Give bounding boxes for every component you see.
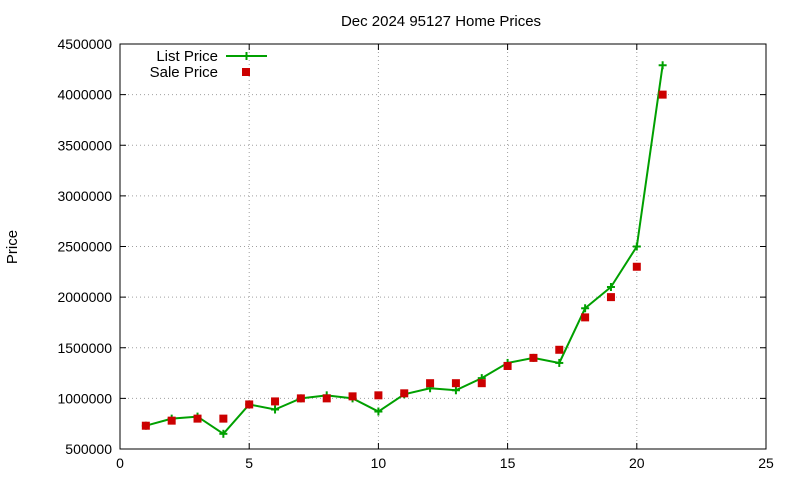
y-tick-label: 4000000 (57, 87, 112, 103)
sale-price-point (348, 392, 357, 401)
list-price-point (606, 283, 615, 291)
y-tick-label: 4500000 (57, 36, 112, 52)
sale-price-point (322, 394, 331, 403)
sale-price-point (374, 391, 383, 400)
sale-price-point (400, 389, 409, 398)
sale-price-point (426, 379, 435, 388)
list-price-point (555, 358, 564, 367)
list-price-point (451, 386, 460, 395)
sale-price-point (606, 293, 615, 302)
y-tick-label: 1000000 (57, 390, 112, 406)
x-tick-label: 10 (371, 455, 387, 471)
x-tick-label: 25 (758, 455, 774, 471)
legend-swatch-square (242, 68, 250, 76)
list-price-point (374, 407, 383, 416)
sale-price-point (193, 414, 202, 423)
y-tick-label: 2000000 (57, 289, 112, 305)
sale-price-point (167, 416, 176, 425)
sale-price-point (141, 421, 150, 430)
sale-price-point (529, 353, 538, 362)
sale-price-point (296, 394, 305, 403)
sale-price-point (581, 313, 590, 322)
y-tick-label: 500000 (65, 441, 112, 457)
legend-swatch-plus (242, 52, 251, 60)
y-tick-label: 1500000 (57, 340, 112, 356)
x-tick-label: 0 (116, 455, 124, 471)
sale-price-point (271, 397, 280, 406)
series-layer (141, 61, 667, 438)
x-tick-label: 15 (500, 455, 516, 471)
legend-label: Sale Price (150, 64, 218, 81)
sale-price-point (245, 400, 254, 409)
axes: 0 5 10 15 20 25 500000 1000000 1500000 2000000 250… (57, 36, 774, 471)
list-price-point (581, 304, 590, 313)
sale-price-point (632, 262, 641, 271)
list-price-point (271, 405, 280, 414)
sale-price-point (658, 90, 667, 99)
sale-price-point (503, 361, 512, 370)
list-price-point (219, 429, 228, 438)
legend-label: List Price (156, 48, 218, 65)
y-tick-label: 3000000 (57, 188, 112, 204)
chart-title: Dec 2024 95127 Home Prices (341, 13, 541, 30)
x-tick-label: 5 (245, 455, 253, 471)
x-tick-label: 20 (629, 455, 645, 471)
sale-price-point (219, 414, 228, 423)
y-tick-label: 3500000 (57, 137, 112, 153)
sale-price-point (477, 379, 486, 388)
y-axis-label: Price (4, 230, 21, 264)
sale-price-point (555, 345, 564, 354)
y-tick-label: 2500000 (57, 239, 112, 255)
list-price-point (658, 61, 667, 70)
list-price-point (632, 242, 641, 251)
sale-price-point (451, 379, 460, 388)
